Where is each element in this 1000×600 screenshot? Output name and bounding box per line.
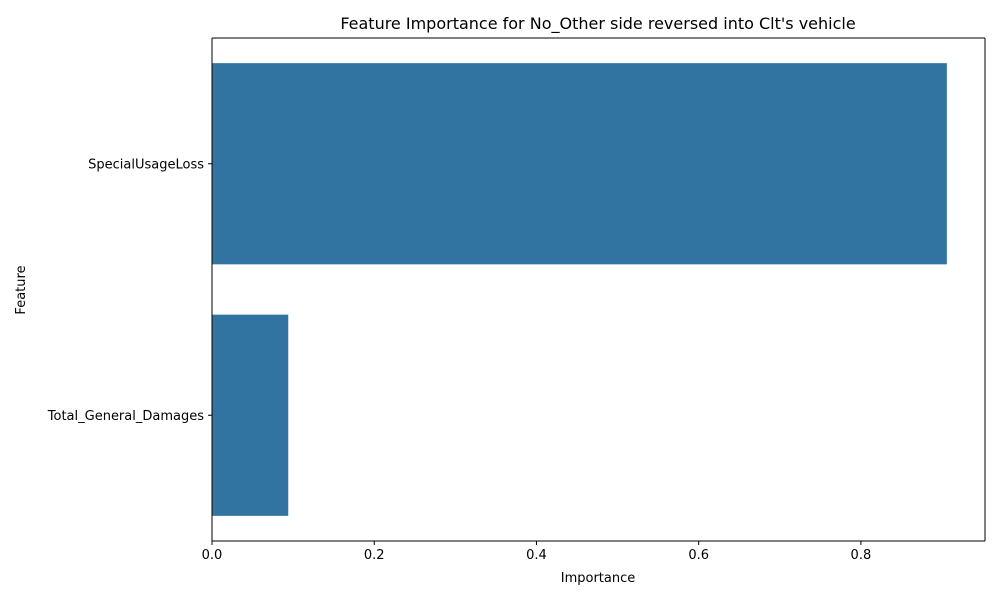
x-tick-label: 0.6 [688, 548, 709, 563]
y-tick-label: Total_General_Damages [47, 409, 204, 424]
y-axis-label: Feature [14, 265, 29, 314]
y-ticks-layer: SpecialUsageLoss Total_General_Damages [47, 157, 212, 424]
x-tick-label: 0.2 [364, 548, 385, 563]
y-tick-label: SpecialUsageLoss [88, 157, 204, 172]
x-tick-label: 0.8 [851, 548, 872, 563]
x-axis-label: Importance [561, 571, 636, 586]
x-tick-label: 0.0 [202, 548, 223, 563]
chart-title: Feature Importance for No_Other side rev… [340, 14, 855, 34]
x-ticks-layer: 0.0 0.2 0.4 0.6 0.8 [202, 541, 872, 563]
bars-layer [212, 63, 947, 516]
bar-specialusageloss [212, 63, 947, 265]
x-tick-label: 0.4 [526, 548, 547, 563]
axes-layer [211, 37, 986, 542]
bar-total-general-damages [212, 314, 289, 516]
